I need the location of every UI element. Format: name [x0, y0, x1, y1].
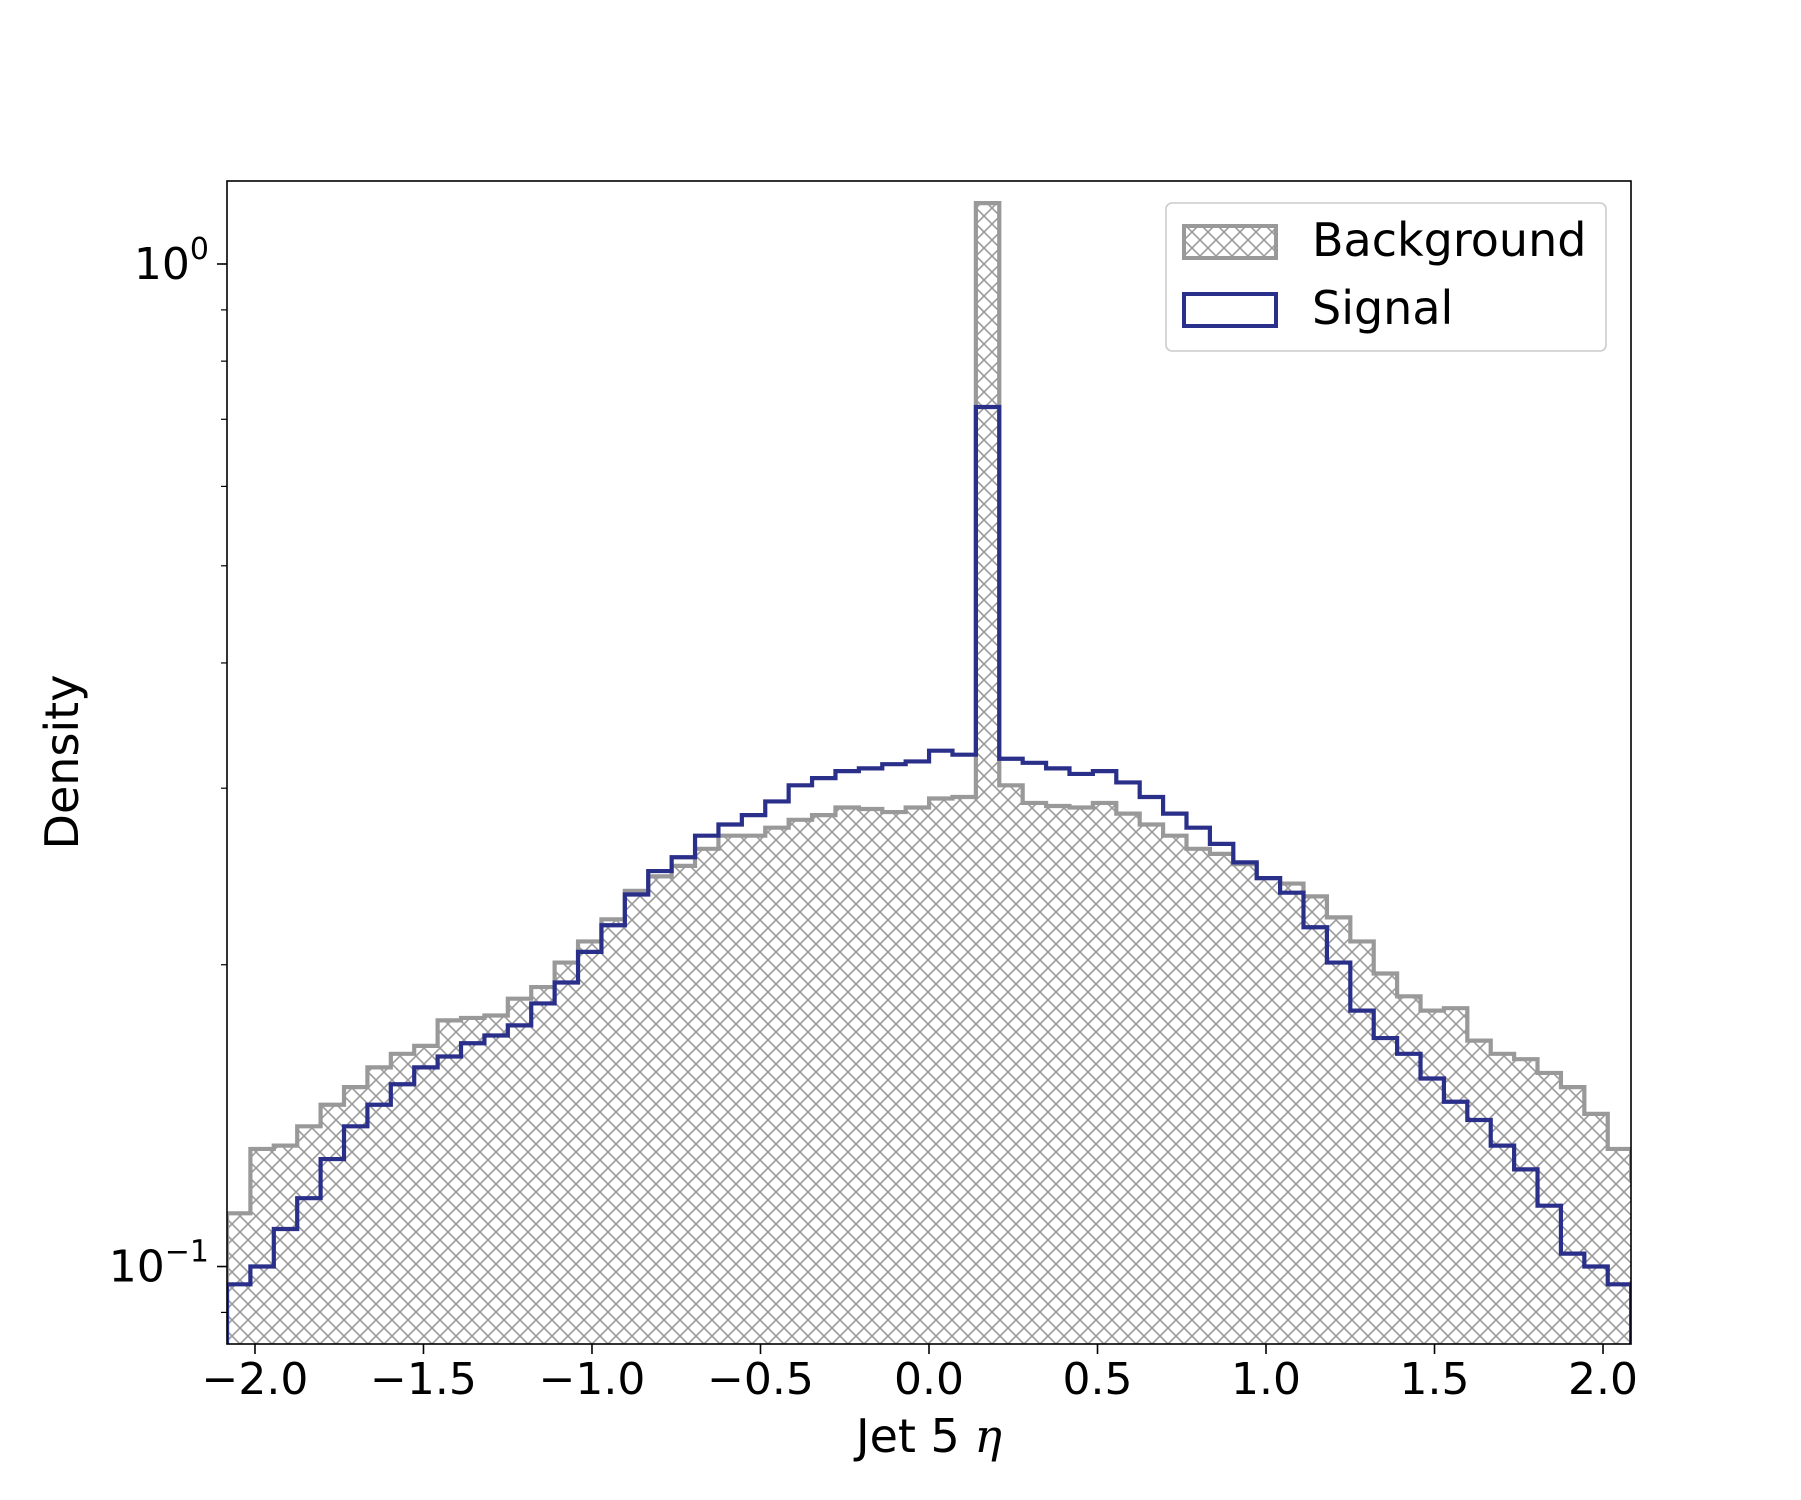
background-bin [765, 827, 790, 1344]
background-bin [414, 1045, 439, 1344]
x-tick-label: −0.5 [707, 1354, 814, 1405]
background-bin [1209, 853, 1234, 1344]
background-bin [1631, 1180, 1655, 1344]
legend-label-background: Background [1312, 213, 1586, 267]
background-bin [624, 890, 649, 1344]
background-bin [601, 919, 626, 1344]
background-bin [1420, 1010, 1445, 1344]
background-bin [367, 1067, 392, 1344]
background-bin [1373, 973, 1398, 1344]
background-bin [835, 807, 860, 1344]
legend-label-signal: Signal [1312, 281, 1453, 335]
background-bin [531, 987, 556, 1344]
background-bin [390, 1053, 415, 1344]
background-bin [1256, 878, 1281, 1344]
background-bin [507, 998, 532, 1344]
background-bin [1139, 824, 1164, 1344]
background-bin [1116, 813, 1141, 1344]
background-bin [1069, 807, 1094, 1344]
background-bin [1678, 1213, 1702, 1344]
background-bin [1560, 1087, 1585, 1344]
background-bin [1514, 1059, 1539, 1344]
background-bin [695, 848, 720, 1344]
background-bin [1303, 896, 1328, 1344]
background-outline [227, 201, 1631, 1344]
background-bin [1163, 835, 1188, 1344]
background-bin [1326, 917, 1351, 1344]
background-bin [671, 865, 696, 1344]
x-tick-label: −1.0 [539, 1354, 646, 1405]
background-bin [1350, 941, 1375, 1344]
background-bin [1022, 802, 1047, 1344]
series-background [227, 201, 1702, 1344]
background-bin [858, 809, 883, 1344]
background-bin [1584, 1113, 1609, 1344]
background-bin [250, 1148, 275, 1344]
background-bin [952, 796, 977, 1344]
background-bin [648, 876, 673, 1344]
signal-outline [227, 404, 1631, 1344]
background-bin [1397, 996, 1422, 1344]
y-axis-ticks: 10−1 100 [109, 232, 227, 1314]
y-axis-label: Density [35, 675, 89, 850]
x-tick-label: 1.0 [1231, 1354, 1301, 1405]
background-bin [1092, 802, 1117, 1344]
legend-swatch-signal [1182, 292, 1278, 328]
background-bin [297, 1126, 322, 1344]
background-bin [788, 819, 813, 1344]
background-bin [905, 807, 930, 1344]
background-bin [1607, 1148, 1631, 1344]
background-bin [578, 941, 603, 1344]
y-tick-label: 10−1 [109, 1235, 209, 1293]
background-bin [1537, 1072, 1562, 1344]
background-bin [484, 1015, 509, 1344]
series-signal [227, 404, 1631, 1344]
background-bin [461, 1017, 486, 1344]
legend: Background Signal [1165, 202, 1607, 352]
background-bin [273, 1145, 298, 1344]
x-tick-label: 0.5 [1063, 1354, 1133, 1405]
background-bin [1490, 1053, 1515, 1344]
x-axis-ticks: −2.0 −1.5 −1.0 −0.5 0.0 0.5 1.0 1.5 2.0 [202, 1344, 1638, 1405]
background-bin [1443, 1008, 1468, 1344]
y-tick-label: 100 [134, 232, 209, 290]
background-bin [344, 1087, 369, 1344]
background-bin [554, 962, 579, 1344]
background-bin [929, 798, 954, 1344]
background-bin [975, 203, 1000, 1344]
x-axis-label: Jet 5 η [853, 1409, 1002, 1463]
background-bin [1655, 1191, 1679, 1344]
background-bin [437, 1020, 462, 1344]
background-bin [741, 835, 766, 1344]
background-bin [1467, 1040, 1492, 1344]
background-bin [320, 1104, 345, 1344]
legend-swatch-background [1182, 224, 1278, 260]
x-tick-label: 1.5 [1400, 1354, 1470, 1405]
background-bin [718, 835, 743, 1344]
x-tick-label: −1.5 [370, 1354, 477, 1405]
x-tick-label: 2.0 [1568, 1354, 1638, 1405]
background-bin [999, 785, 1024, 1344]
background-bin [227, 1213, 252, 1344]
histogram-layer [227, 201, 1702, 1344]
x-tick-label: −2.0 [202, 1354, 309, 1405]
background-bin [1280, 883, 1305, 1344]
background-bin [1046, 805, 1071, 1344]
background-bin [1233, 864, 1258, 1344]
background-bin [882, 812, 907, 1344]
background-bin [812, 815, 837, 1344]
x-tick-label: 0.0 [894, 1354, 964, 1405]
background-bin [1186, 848, 1211, 1344]
